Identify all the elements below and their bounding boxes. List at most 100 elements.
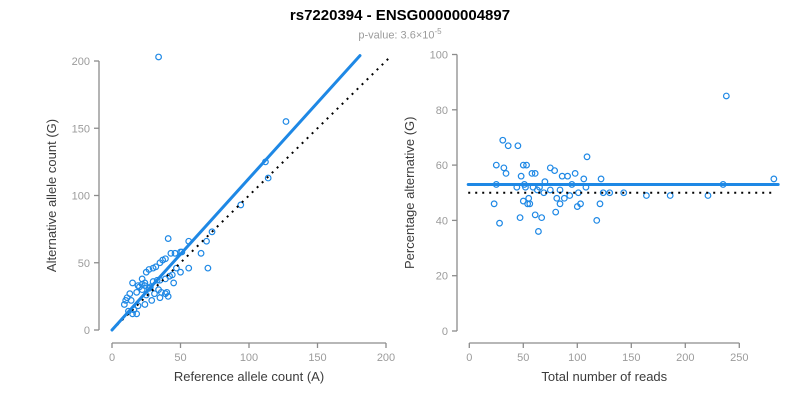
data-point (170, 279, 178, 287)
data-point (519, 197, 527, 205)
x-tick-label: 150 (308, 352, 326, 364)
x-tick-label: 100 (568, 352, 586, 364)
data-point (138, 286, 146, 294)
data-point (129, 310, 136, 318)
data-point (580, 175, 588, 183)
chart-title: rs7220394 - ENSG00000004897 (289, 7, 511, 24)
data-point (153, 276, 161, 284)
p-value-text: p-value: 3.6×10 (358, 29, 435, 42)
data-point (237, 201, 245, 209)
data-point (516, 214, 524, 222)
data-point (185, 264, 193, 272)
data-point (156, 294, 164, 302)
data-point (177, 268, 184, 276)
data-point (514, 142, 522, 150)
regression-line (110, 54, 362, 332)
data-point (525, 194, 533, 202)
p-value-subtitle: p-value: 3.6×10-5 (0, 27, 800, 42)
data-point (490, 200, 498, 208)
chart-header: rs7220394 - ENSG00000004897 p-value: 3.6… (0, 0, 800, 42)
data-point (197, 249, 205, 257)
data-point (155, 53, 162, 61)
data-point (564, 172, 571, 180)
x-tick-label: 150 (622, 352, 640, 364)
data-point (156, 259, 164, 267)
data-point (553, 194, 561, 202)
data-point (583, 153, 591, 161)
data-point (142, 268, 150, 276)
data-point (606, 189, 614, 197)
x-tick-label: 200 (377, 352, 395, 364)
data-point (770, 175, 778, 183)
x-tick-label: 0 (466, 352, 472, 364)
x-axis-title: Reference allele count (A) (174, 369, 324, 384)
data-point (127, 297, 135, 304)
y-axis-title: Alternative allele count (G) (44, 119, 59, 272)
y-tick-label: 60 (436, 160, 448, 172)
data-point (151, 290, 158, 298)
data-point (120, 301, 128, 308)
p-value-exponent: -5 (434, 27, 442, 36)
data-point (571, 169, 579, 177)
data-point (535, 228, 542, 235)
data-point (148, 297, 156, 304)
y-tick-label: 40 (436, 215, 448, 227)
y-tick-label: 50 (78, 258, 90, 270)
data-point (499, 136, 507, 144)
data-point (492, 161, 500, 169)
data-point (538, 214, 546, 222)
data-point (134, 282, 142, 290)
data-point (133, 288, 141, 296)
y-axis-title: Percentage alternative (G) (402, 117, 417, 269)
data-point (519, 161, 527, 169)
data-point (164, 292, 172, 300)
x-tick-label: 0 (109, 352, 115, 364)
data-point (643, 192, 650, 199)
identity-line (111, 56, 391, 331)
data-point (149, 264, 157, 272)
data-point (164, 235, 172, 242)
data-point (556, 200, 564, 208)
data-point (167, 249, 175, 257)
data-point (204, 264, 212, 272)
data-point (282, 118, 290, 125)
data-point (546, 164, 554, 172)
data-point (172, 264, 180, 272)
y-tick-label: 200 (72, 56, 90, 68)
data-point (593, 216, 601, 224)
data-point (560, 194, 568, 202)
y-tick-label: 0 (84, 325, 90, 337)
data-point (566, 192, 574, 199)
data-point (596, 200, 604, 208)
data-point (722, 92, 730, 100)
y-tick-label: 20 (436, 271, 448, 283)
data-point (208, 228, 216, 236)
y-tick-label: 150 (72, 123, 90, 135)
data-point (531, 169, 539, 177)
x-tick-label: 100 (240, 352, 258, 364)
data-point (573, 203, 581, 210)
data-point (203, 237, 210, 245)
y-tick-label: 100 (72, 191, 90, 203)
data-point (597, 175, 605, 183)
data-point (523, 161, 530, 169)
data-point (517, 172, 525, 180)
data-point (528, 169, 536, 177)
x-tick-label: 50 (517, 352, 529, 364)
data-point (141, 301, 149, 308)
data-point (504, 142, 512, 150)
data-point (141, 279, 149, 287)
x-axis-title: Total number of reads (541, 369, 667, 384)
data-point (129, 279, 136, 287)
data-point (496, 219, 503, 227)
data-point (502, 169, 510, 177)
data-point (264, 174, 272, 182)
x-tick-label: 250 (730, 352, 748, 364)
data-point (546, 186, 554, 194)
data-point (599, 189, 607, 197)
data-point (552, 208, 560, 216)
y-tick-label: 100 (430, 50, 448, 62)
y-tick-label: 0 (442, 326, 448, 338)
